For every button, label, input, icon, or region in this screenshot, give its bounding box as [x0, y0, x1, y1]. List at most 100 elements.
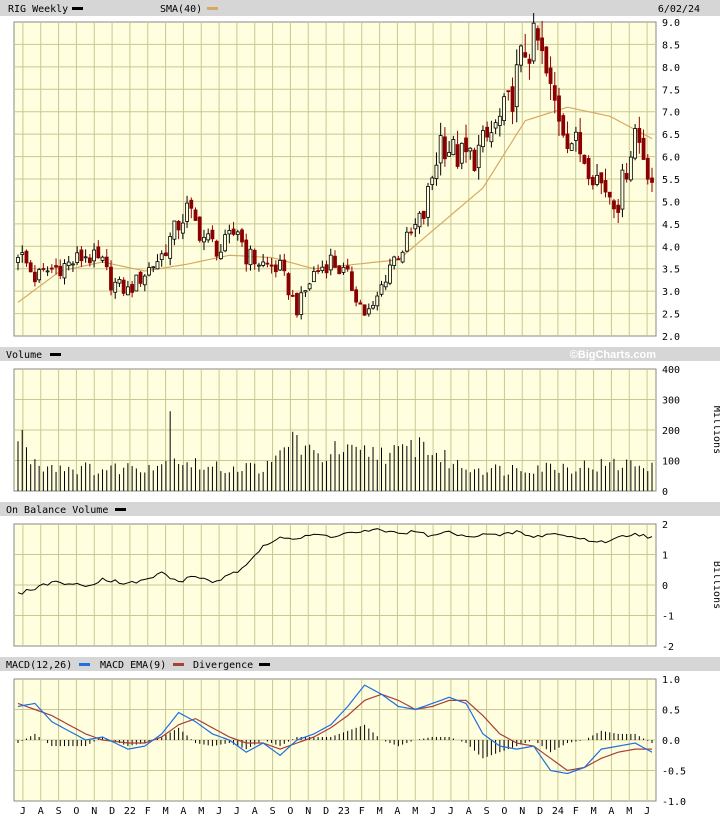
- price-candle-body: [218, 251, 223, 260]
- price-candle-body: [273, 264, 278, 273]
- x-tick-label: A: [252, 806, 258, 817]
- price-candle-body: [33, 271, 37, 283]
- price-candle-body: [265, 262, 270, 265]
- price-candle-body: [628, 156, 633, 181]
- price-candle-body: [159, 253, 164, 261]
- price-candle-body: [366, 308, 371, 315]
- price-candle-body: [493, 122, 498, 129]
- macd-line: [17, 684, 653, 775]
- price-candle-body: [645, 157, 650, 180]
- price-candle-body: [235, 231, 240, 235]
- x-tick-label: M: [163, 806, 169, 817]
- price-ytick-label: 5.0: [662, 197, 680, 208]
- price-candle-body: [180, 222, 185, 234]
- price-candle-body: [333, 255, 337, 268]
- price-candle-body: [620, 169, 625, 210]
- divergence-legend-swatch: [259, 663, 270, 666]
- x-tick-label: F: [145, 806, 151, 817]
- price-candle-body: [252, 249, 257, 265]
- price-candle-body: [481, 130, 485, 148]
- price-candle-body: [142, 275, 147, 286]
- obv-label: On Balance Volume: [6, 505, 108, 516]
- macd-layer: [17, 684, 653, 775]
- price-candle-body: [28, 262, 33, 273]
- obv-ytick-label: 0: [662, 581, 668, 592]
- price-candle-body: [464, 137, 468, 153]
- price-candle-body: [561, 115, 566, 136]
- price-candle-body: [404, 231, 409, 252]
- obv-ytick-label: 2: [662, 520, 668, 531]
- price-candle-body: [113, 281, 118, 293]
- price-candle-body: [595, 174, 599, 185]
- price-candle-body: [223, 234, 228, 252]
- price-candle-body: [438, 135, 443, 164]
- price-candle-body: [535, 28, 540, 41]
- price-candle-body: [358, 302, 363, 305]
- price-candle-body: [307, 283, 312, 290]
- price-candle-body: [451, 139, 456, 156]
- price-candle-body: [590, 176, 595, 186]
- price-candle-body: [506, 90, 511, 93]
- price-ytick-label: 3.5: [662, 265, 680, 276]
- price-candle-body: [447, 152, 452, 157]
- divergence-label: Divergence: [193, 660, 253, 671]
- price-candle-body: [282, 259, 287, 272]
- price-candle-body: [83, 256, 88, 259]
- price-candle-body: [497, 115, 502, 126]
- price-candle-body: [519, 45, 523, 66]
- x-tick-label: D: [323, 806, 329, 817]
- obv-ytick-label: -2: [662, 642, 674, 653]
- price-ytick-label: 2.5: [662, 310, 680, 321]
- price-candle-body: [54, 265, 58, 268]
- price-candle-body: [121, 279, 126, 294]
- price-candle-body: [311, 271, 316, 283]
- price-candle-body: [400, 251, 405, 263]
- price-candle-body: [616, 204, 621, 213]
- price-candle-body: [637, 127, 642, 143]
- volume-label: Volume: [6, 350, 42, 361]
- price-candle-body: [75, 252, 80, 263]
- chart-date: 6/02/24: [658, 4, 700, 15]
- volume-ytick-label: 0: [662, 487, 668, 498]
- price-candle-body: [603, 180, 608, 193]
- x-tick-label: A: [466, 806, 472, 817]
- price-candle-body: [599, 172, 604, 184]
- price-candle-body: [514, 64, 519, 108]
- x-tick-label: D: [109, 806, 115, 817]
- price-candle-body: [257, 264, 261, 267]
- price-candle-body: [375, 295, 380, 307]
- price-candle-body: [189, 199, 194, 209]
- price-candle-body: [214, 240, 219, 257]
- ticker-legend-swatch: [72, 7, 83, 10]
- price-candle-body: [290, 294, 295, 297]
- price-candle-body: [578, 132, 583, 155]
- price-candle-body: [316, 270, 320, 273]
- price-candle-body: [459, 142, 464, 164]
- price-candle-body: [345, 265, 350, 270]
- price-candle-body: [544, 46, 549, 74]
- price-candle-body: [472, 149, 477, 171]
- grid-layer: [14, 22, 656, 801]
- price-candle-body: [548, 67, 553, 84]
- price-candle-body: [147, 267, 151, 276]
- price-candle-body: [557, 95, 561, 122]
- price-ytick-label: 6.5: [662, 130, 680, 141]
- price-candle-body: [417, 212, 422, 228]
- macd-ema-legend-swatch: [173, 663, 184, 666]
- price-candle-body: [371, 304, 375, 309]
- macd-ytick-label: -0.5: [662, 767, 686, 778]
- volume-ytick-label: 400: [662, 365, 680, 376]
- price-candle-body: [421, 210, 426, 219]
- x-tick-label: 24: [552, 806, 564, 817]
- price-candle-body: [426, 186, 430, 218]
- price-candle-body: [565, 133, 570, 149]
- sma-legend-swatch: [207, 7, 218, 10]
- price-candle-body: [197, 216, 202, 241]
- price-candle-body: [379, 284, 384, 295]
- price-candle-body: [104, 256, 109, 268]
- price-ytick-label: 4.5: [662, 220, 680, 231]
- x-tick-label: S: [56, 806, 62, 817]
- price-candle-body: [341, 266, 346, 273]
- x-tick-label: J: [430, 806, 436, 817]
